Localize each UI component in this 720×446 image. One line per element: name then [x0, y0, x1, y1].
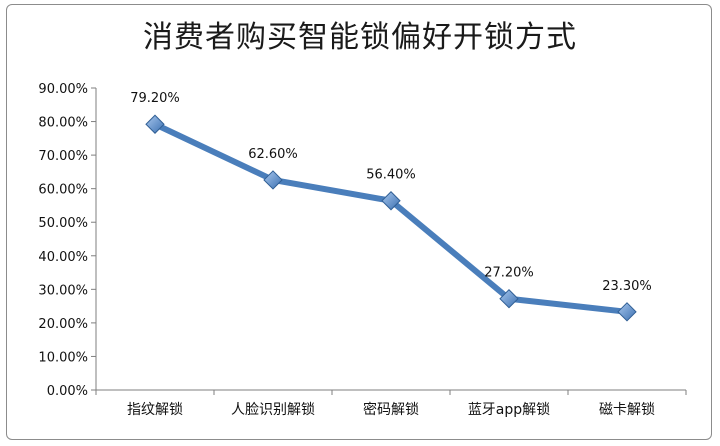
y-tick-label: 70.00%	[38, 149, 88, 164]
y-tick-label: 10.00%	[38, 350, 88, 365]
chart-title: 消费者购买智能锁偏好开锁方式	[143, 20, 577, 55]
data-point-marker	[145, 114, 165, 134]
y-tick-label: 50.00%	[38, 216, 88, 231]
series-markers	[145, 114, 637, 322]
x-tick-label: 密码解锁	[363, 401, 419, 418]
x-tick-label: 人脸识别解锁	[231, 402, 315, 418]
data-point-marker	[499, 289, 519, 309]
data-label: 23.30%	[602, 279, 652, 294]
y-tick-label: 30.00%	[38, 283, 88, 298]
y-tick-label: 90.00%	[38, 82, 88, 97]
data-labels: 79.20% 62.60% 56.40% 27.20% 23.30%	[130, 91, 652, 294]
y-tick-label: 40.00%	[38, 250, 88, 265]
x-tick-label: 蓝牙app解锁	[468, 402, 550, 418]
data-point-marker	[263, 170, 283, 190]
y-axis-ticks: 0.00% 10.00% 20.00% 30.00% 40.00% 50.00% 60.00…	[38, 82, 96, 399]
x-tick-label: 磁卡解锁	[599, 402, 655, 418]
x-tick-label: 指纹解锁	[127, 402, 183, 418]
axes	[95, 88, 686, 391]
series-line	[152, 121, 630, 315]
y-tick-label: 60.00%	[38, 183, 88, 198]
data-point-marker	[381, 191, 401, 211]
data-point-marker	[617, 302, 637, 322]
data-label: 56.40%	[366, 168, 416, 183]
chart-frame	[6, 4, 712, 440]
data-label: 27.20%	[484, 266, 534, 281]
x-axis-labels: 指纹解锁 人脸识别解锁 密码解锁 蓝牙app解锁 磁卡解锁	[95, 390, 687, 418]
series-line-path	[152, 121, 630, 315]
data-label: 62.60%	[248, 147, 298, 162]
y-tick-label: 20.00%	[38, 317, 88, 332]
y-tick-label: 0.00%	[47, 384, 88, 399]
y-tick-label: 80.00%	[38, 116, 88, 131]
data-label: 79.20%	[130, 91, 180, 106]
